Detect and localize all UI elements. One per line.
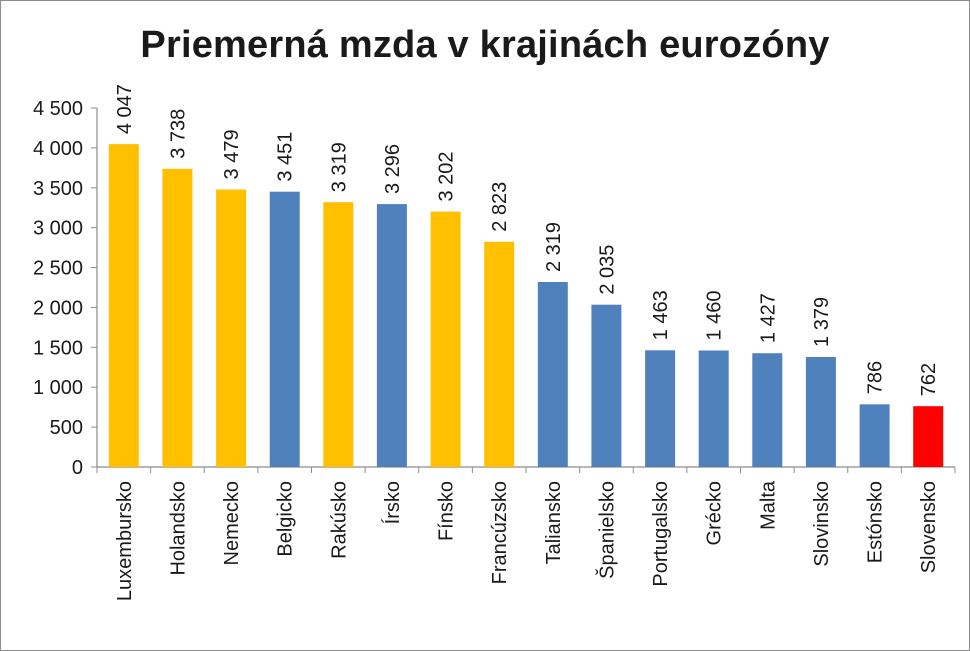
value-label: 4 047 [114, 84, 136, 134]
bar [376, 204, 407, 467]
x-tick-label: Taliansko [543, 481, 565, 564]
y-tick-label: 3 000 [33, 218, 83, 240]
value-label: 3 738 [167, 109, 189, 159]
value-label: 3 202 [436, 151, 458, 201]
x-tick-label: Španielsko [595, 481, 618, 579]
value-label: 762 [918, 363, 940, 396]
y-tick-label: 2 500 [33, 258, 83, 280]
value-label: 3 319 [328, 142, 350, 192]
value-label: 1 427 [757, 293, 779, 343]
chart-title: Priemerná mzda v krajinách eurozóny [140, 24, 830, 66]
y-tick-label: 1 000 [33, 377, 83, 399]
value-label: 1 379 [811, 297, 833, 347]
value-label: 1 463 [650, 290, 672, 340]
x-axis-labels: Luxembursko Holandsko Nemecko Belgicko Rakús… [96, 467, 956, 601]
y-axis-ticks: 0 500 1 000 1 500 2 000 2 500 3 000 3 500 4 000 4… [33, 98, 97, 479]
bar [162, 168, 193, 468]
value-label: 3 479 [221, 129, 243, 179]
bar [430, 211, 461, 467]
y-tick-label: 500 [50, 417, 83, 439]
x-tick-label: Fínsko [436, 481, 458, 541]
bar [108, 144, 139, 467]
x-tick-label: Slovensko [918, 481, 940, 573]
x-tick-label: Luxembursko [114, 481, 136, 601]
bar [698, 350, 729, 467]
x-tick-label: Belgicko [275, 481, 297, 557]
value-label: 2 823 [489, 182, 511, 232]
bar [645, 350, 676, 467]
y-tick-label: 1 500 [33, 337, 83, 359]
x-tick-label: Slovinsko [811, 481, 833, 567]
bar [591, 304, 622, 467]
y-tick-label: 0 [72, 457, 83, 479]
bar [537, 282, 568, 467]
value-label: 786 [865, 361, 887, 394]
y-tick-label: 4 000 [33, 138, 83, 160]
value-label: 2 319 [543, 222, 565, 272]
y-tick-label: 3 500 [33, 178, 83, 200]
x-tick-label: Írsko [381, 481, 404, 524]
x-tick-label: Grécko [704, 481, 726, 545]
x-tick-label: Francúzsko [489, 481, 511, 584]
bar [216, 189, 247, 467]
bar [484, 241, 515, 467]
x-tick-label: Malta [757, 480, 779, 530]
value-label: 1 460 [704, 290, 726, 340]
value-label: 3 296 [382, 144, 404, 194]
x-tick-label: Portugalsko [650, 481, 672, 587]
x-tick-label: Nemecko [221, 481, 243, 565]
value-labels: 4 047 3 738 3 479 3 451 3 319 3 296 3 202 2 823… [114, 84, 940, 396]
bar [913, 406, 944, 467]
value-label: 2 035 [596, 245, 618, 295]
bars [108, 144, 944, 468]
x-tick-label: Holandsko [167, 481, 189, 576]
bar [805, 357, 836, 467]
value-label: 3 451 [275, 132, 297, 182]
bar [859, 404, 890, 467]
bar [269, 191, 300, 467]
y-tick-label: 4 500 [33, 98, 83, 120]
x-tick-label: Rakúsko [328, 481, 350, 559]
y-tick-label: 2 000 [33, 297, 83, 319]
bar [752, 353, 783, 467]
bar [323, 202, 354, 467]
x-tick-label: Estónsko [865, 481, 887, 563]
